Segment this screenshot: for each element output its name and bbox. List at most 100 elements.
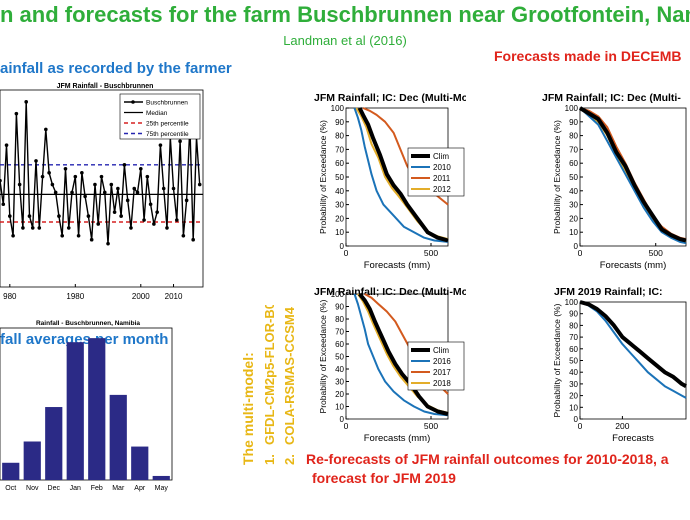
rainfall-point xyxy=(116,186,120,191)
model-list-item-1: GFDL-CM2p5-FLOR-B01 xyxy=(262,305,277,445)
timeseries-legend-label: 25th percentile xyxy=(146,121,189,128)
exceedance-legend: Clim 2010 2011 2012 xyxy=(407,147,465,197)
rainfall-point xyxy=(21,226,25,230)
rainfall-point xyxy=(175,218,179,222)
exceedance-ytick-label: 30 xyxy=(569,380,578,389)
exceedance-ytick-label: 80 xyxy=(335,132,344,141)
timeseries-plot-frame xyxy=(0,89,204,288)
exceedance-ytick-label: 30 xyxy=(569,201,578,210)
model-list-number-2: 2. xyxy=(282,454,297,465)
rainfall-point xyxy=(165,226,169,230)
rainfall-point xyxy=(0,178,2,183)
rainfall-point xyxy=(57,214,61,218)
exceedance-xtick-label: 0 xyxy=(344,248,349,258)
exceedance-title: JFM Rainfall; IC: Dec (Multi-Model) xyxy=(314,92,466,104)
rainfall-point xyxy=(86,214,91,218)
exceedance-series-line xyxy=(579,301,687,399)
exceedance-ytick-label: 30 xyxy=(335,201,344,210)
rainfall-point xyxy=(30,226,35,230)
model-list-number-1: 1. xyxy=(262,454,277,465)
rainfall-point xyxy=(184,198,189,203)
monthly-bar xyxy=(2,462,20,480)
exceedance-ytick-label: 20 xyxy=(335,214,344,223)
exceedance-plot-frame xyxy=(579,301,687,420)
exceedance-legend-label: 2011 xyxy=(433,174,451,183)
rainfall-point xyxy=(17,182,22,187)
monthly-bar-xtick-label: Mar xyxy=(112,485,125,492)
exceedance-ytick-label: 20 xyxy=(569,392,578,401)
exceedance-ytick-label: 10 xyxy=(569,228,578,237)
rainfall-point xyxy=(181,233,186,238)
rainfall-point xyxy=(155,210,159,214)
rainfall-point xyxy=(178,139,182,144)
exceedance-ytick-label: 60 xyxy=(335,159,344,168)
reforecast-caption-line-2: forecast for JFM 2019 xyxy=(312,470,456,486)
exceedance-xtick-label: 500 xyxy=(649,248,663,258)
rainfall-point xyxy=(44,127,48,132)
exceedance-ytick-label: 70 xyxy=(335,328,344,337)
rainfall-point xyxy=(70,190,74,195)
rainfall-point xyxy=(197,182,202,187)
exceedance-ytick-label: 70 xyxy=(569,145,578,154)
exceedance-ytick-label: 10 xyxy=(569,403,578,412)
rainfall-point xyxy=(63,167,68,171)
exceedance-legend-label: 2010 xyxy=(433,163,451,172)
exceedance-series-line xyxy=(579,300,687,388)
timeseries-xtick-label: 2000 xyxy=(132,292,150,301)
monthly-bar xyxy=(109,394,127,480)
exceedance-ytick-label: 40 xyxy=(569,368,578,377)
rainfall-point xyxy=(145,174,150,179)
timeseries-legend-label: Median xyxy=(146,110,168,117)
rainfall-point xyxy=(66,226,71,230)
rainfall-point xyxy=(24,100,28,104)
rainfall-point xyxy=(142,218,146,222)
exceedance-ytick-label: 0 xyxy=(340,242,345,251)
rainfall-point xyxy=(93,182,97,187)
exceedance-ytick-label: 40 xyxy=(569,187,578,196)
rainfall-point xyxy=(112,210,117,214)
exceedance-ytick-label: 80 xyxy=(569,132,578,141)
rainfall-point xyxy=(106,241,110,246)
rainfall-point xyxy=(119,214,123,218)
monthly-bar xyxy=(88,338,106,480)
exceedance-series-line xyxy=(579,107,687,245)
exceedance-series-line xyxy=(358,292,449,416)
rainfall-point xyxy=(109,182,114,187)
exceedance-ytick-label: 30 xyxy=(335,378,344,387)
monthly-bar xyxy=(45,407,63,480)
model-list-item-2: COLA-RSMAS-CCSM4 xyxy=(282,306,297,445)
exceedance-ytick-label: 50 xyxy=(335,173,344,182)
monthly-bar-plot-frame xyxy=(0,327,173,481)
rainfall-point xyxy=(73,174,78,179)
section-heading-monthly: fall averages per month xyxy=(0,331,169,348)
exceedance-ytick-label: 100 xyxy=(565,104,579,113)
rainfall-point xyxy=(135,190,140,195)
monthly-bar-xtick-label: Feb xyxy=(91,485,103,492)
rainfall-point xyxy=(14,111,19,116)
model-list: The multi-model: 1. GFDL-CM2p5-FLOR-B01 … xyxy=(240,305,297,465)
exceedance-title: JFM 2019 Rainfall; IC: xyxy=(554,286,663,298)
exceedance-ytick-label: 80 xyxy=(335,315,344,324)
rainfall-point xyxy=(34,159,38,163)
rainfall-point xyxy=(50,182,55,187)
exceedance-series-line xyxy=(353,293,449,417)
exceedance-legend-label: 2016 xyxy=(433,357,451,366)
rainfall-point xyxy=(102,190,107,195)
timeseries-legend: Buschbrunnen Median 25th percentile 75th pe… xyxy=(119,93,201,140)
rainfall-series-line xyxy=(0,101,201,244)
exceedance-ylabel: Probability of Exceedance (%) xyxy=(552,120,562,234)
exceedance-legend-label: 2012 xyxy=(433,185,451,194)
rainfall-point xyxy=(96,222,101,226)
exceedance-xtick-label: 0 xyxy=(578,248,583,258)
section-heading-rainfall: ainfall as recorded by the farmer xyxy=(0,60,232,77)
slide-title: n and forecasts for the farm Buschbrunne… xyxy=(0,2,690,27)
rainfall-point xyxy=(132,186,137,191)
reforecast-caption: Re-forecasts of JFM rainfall outcomes fo… xyxy=(306,450,690,488)
exceedance-legend: Clim 2016 2017 2018 xyxy=(407,341,465,391)
exceedance-chart-2016-2018: JFM Rainfall; IC: Dec (Multi-Model)01020… xyxy=(314,286,466,444)
timeseries-xtick-label: 980 xyxy=(3,292,17,301)
exceedance-ytick-label: 40 xyxy=(335,187,344,196)
timeseries-xtick-label: 2010 xyxy=(165,292,183,301)
forecast-heading: Forecasts made in DECEMB xyxy=(494,48,682,64)
exceedance-xtick-label: 0 xyxy=(578,421,583,431)
